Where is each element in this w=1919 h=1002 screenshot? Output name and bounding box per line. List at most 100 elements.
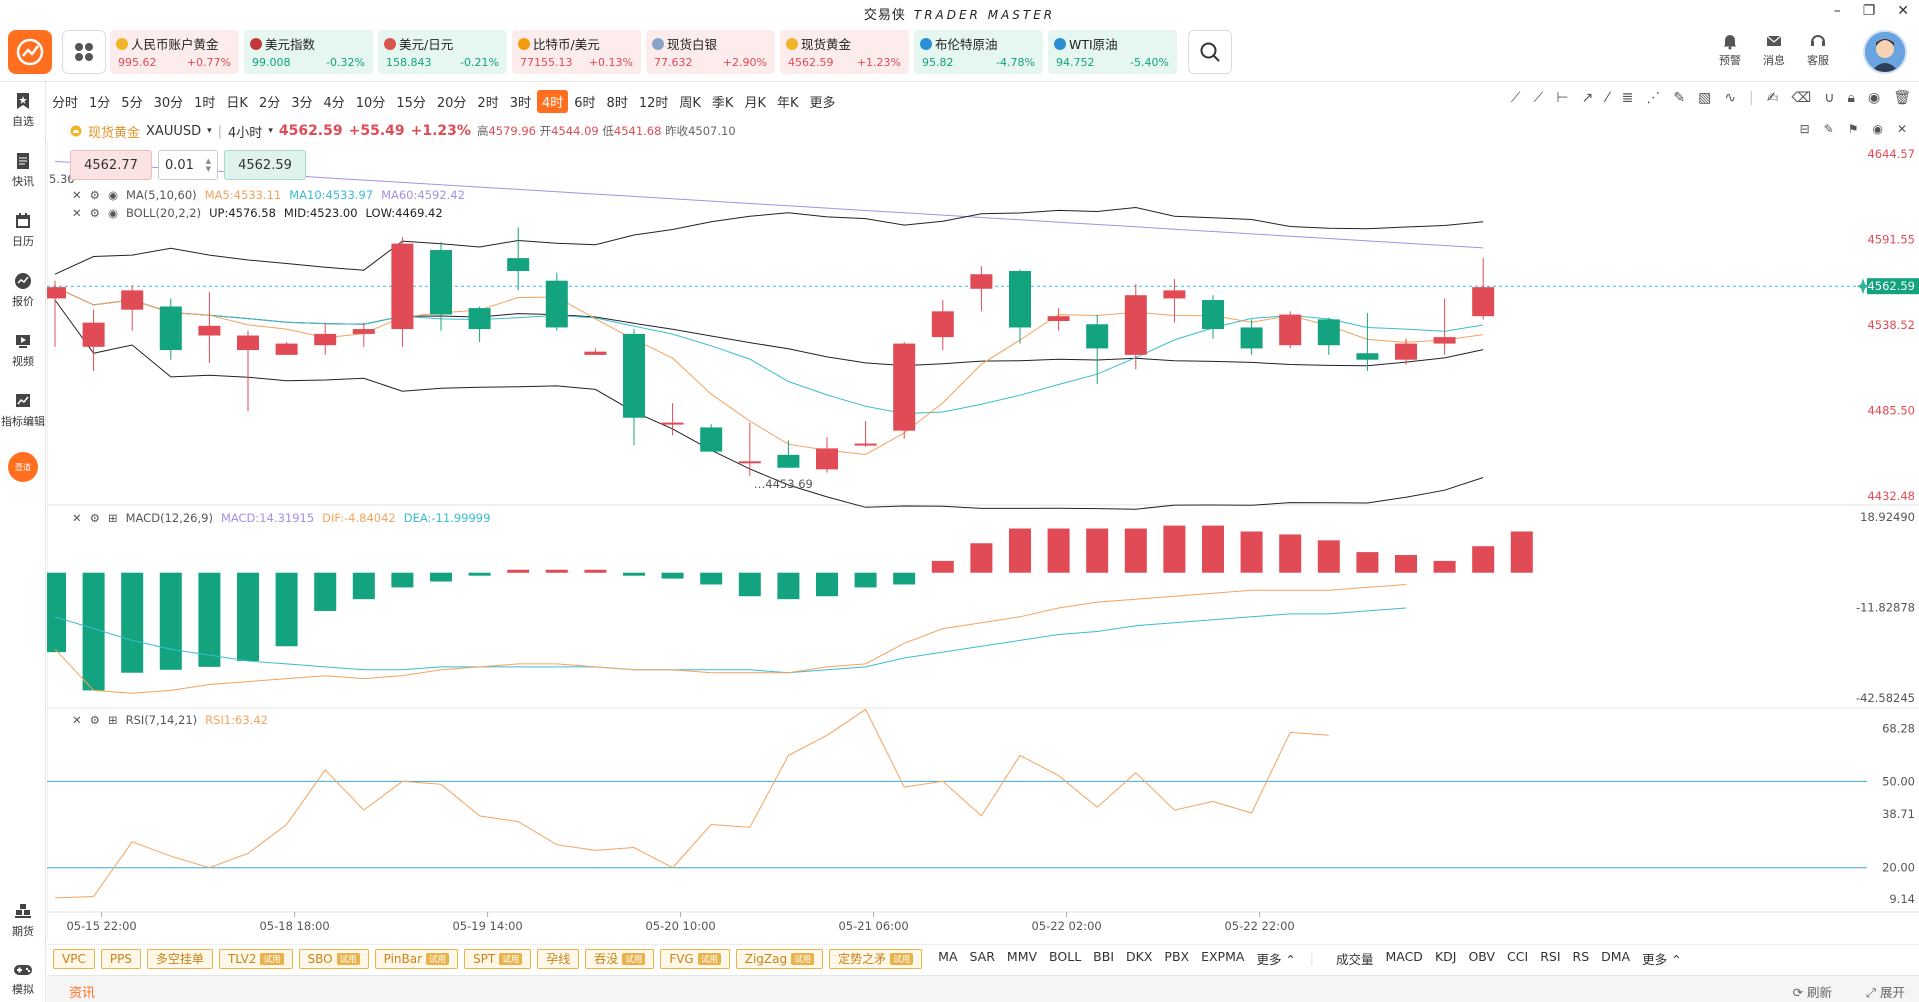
eye-icon[interactable]: ◉ — [1868, 90, 1881, 106]
timeframe-tab[interactable]: 4分 — [323, 95, 345, 111]
quote-card[interactable]: WTI原油 94.752 -5.40% — [1048, 30, 1177, 74]
refresh-button[interactable]: ⟳ 刷新 — [1792, 985, 1833, 1000]
sub-indicator-item[interactable]: KDJ — [1434, 949, 1457, 964]
timeframe-tab[interactable]: 10分 — [355, 95, 386, 111]
gann-fan-icon[interactable]: ⋰ — [1646, 90, 1661, 106]
restore-icon[interactable]: ❐ — [1862, 3, 1876, 19]
stepper-arrows-icon[interactable]: ▲ ▼ — [205, 157, 211, 173]
indicator-chip[interactable]: 定势之矛 试用 — [829, 948, 923, 969]
timeframe-tab[interactable]: 8时 — [606, 95, 628, 111]
sub-indicator-item[interactable]: MACD — [1385, 949, 1423, 964]
eraser-icon[interactable]: ⌫ — [1791, 90, 1812, 106]
timeframe-tab[interactable]: 分时 — [52, 95, 79, 111]
expand-icon[interactable]: ⊞ — [107, 713, 118, 727]
quote-card[interactable]: 现货白银 77.632 +2.90% — [646, 30, 775, 74]
sub-indicator-item[interactable]: DMA — [1601, 949, 1631, 964]
support-button[interactable]: 客服 — [1807, 32, 1829, 68]
image-icon[interactable]: ▧ — [1698, 90, 1712, 106]
sidebar-item-video[interactable]: 视频 — [0, 332, 46, 369]
sidebar-item-quotes[interactable]: 报价 — [0, 272, 46, 309]
fibonacci-icon[interactable]: ≣ — [1621, 90, 1634, 106]
horizontal-line-icon[interactable]: ⊢ — [1556, 90, 1569, 106]
indicator-chip[interactable]: 吞没 试用 — [585, 948, 655, 969]
sell-price-box[interactable]: 4562.77 — [70, 150, 152, 180]
sidebar-item-flash[interactable]: 快讯 — [0, 152, 46, 189]
sidebar-item-watchlist[interactable]: 自选 — [0, 92, 46, 129]
main-indicator-item[interactable]: SAR — [969, 949, 995, 964]
extended-line-icon[interactable]: ⟋ — [1533, 90, 1544, 106]
flag-icon[interactable]: ⚑ — [1847, 122, 1859, 136]
indicator-chip[interactable]: TLV2 试用 — [218, 948, 293, 969]
timeframe-tab[interactable]: 3分 — [291, 95, 313, 111]
main-indicator-item[interactable]: EXPMA — [1201, 949, 1245, 964]
period-select[interactable]: 4小时 — [228, 125, 263, 141]
buy-price-box[interactable]: 4562.59 — [224, 150, 306, 180]
indicator-chip[interactable]: FVG 试用 — [660, 948, 730, 969]
quote-card[interactable]: 美元/日元 158.843 -0.21% — [378, 30, 507, 74]
sidebar-item-simulate[interactable]: 模拟 — [0, 960, 46, 997]
edit-icon[interactable]: ✍ — [1766, 90, 1779, 106]
user-avatar[interactable] — [1863, 30, 1907, 74]
eye-icon[interactable]: ◉ — [107, 188, 118, 202]
trash-icon[interactable]: 🗑︎ — [1893, 90, 1911, 106]
indicator-chip[interactable]: ZigZag 试用 — [735, 948, 824, 969]
minimize-icon[interactable]: – — [1833, 3, 1841, 19]
timeframe-tab[interactable]: 周K — [679, 95, 701, 111]
apps-grid-button[interactable] — [62, 30, 106, 74]
quantity-stepper[interactable]: 0.01 ▲ ▼ — [158, 150, 218, 180]
settings-icon[interactable]: ⚙ — [89, 511, 100, 525]
timeframe-tab[interactable]: 1时 — [194, 95, 216, 111]
main-indicator-item[interactable]: MA — [938, 949, 958, 964]
timeframe-tab[interactable]: 更多 — [809, 95, 836, 111]
sub-indicator-item[interactable]: 成交量 — [1335, 952, 1374, 967]
quote-card[interactable]: 现货黄金 4562.59 +1.23% — [780, 30, 909, 74]
sidebar-item-yidao[interactable]: 壹道 — [0, 452, 46, 482]
symbol-name[interactable]: 现货黄金 — [88, 125, 141, 141]
timeframe-tab[interactable]: 4时 — [536, 89, 569, 113]
timeframe-tab[interactable]: 1分 — [89, 95, 111, 111]
chart-area[interactable]: 4644.57 4591.55 4538.52 4485.50 4432.48 5.36 4… — [47, 140, 1919, 940]
timeframe-tab[interactable]: 12时 — [638, 95, 669, 111]
lock-icon[interactable]: 🔒︎ — [1847, 90, 1855, 106]
sub-indicator-item[interactable]: 更多 ⌃ — [1642, 952, 1682, 967]
symbol-dropdown-icon[interactable]: ▾ — [207, 126, 212, 136]
timeframe-tab[interactable]: 5分 — [121, 95, 143, 111]
timeframe-tab[interactable]: 15分 — [396, 95, 426, 111]
expand-icon[interactable]: ⊞ — [107, 511, 118, 525]
settings-icon[interactable]: ⚙ — [89, 206, 100, 220]
main-indicator-item[interactable]: MMV — [1006, 949, 1038, 964]
main-indicator-item[interactable]: BOLL — [1049, 949, 1082, 964]
pencil-icon[interactable]: ✎ — [1673, 90, 1686, 106]
sidebar-item-futures[interactable]: 期货 — [0, 902, 46, 939]
sidebar-item-indicator-edit[interactable]: 指标编辑 — [0, 392, 46, 429]
sub-indicator-item[interactable]: CCI — [1507, 949, 1529, 964]
indicator-chip[interactable]: 多空挂单 — [146, 948, 213, 969]
app-logo[interactable] — [8, 30, 52, 74]
sub-indicator-item[interactable]: OBV — [1468, 949, 1496, 964]
period-dropdown-icon[interactable]: ▾ — [268, 126, 273, 136]
close-icon[interactable]: ✕ — [72, 188, 82, 202]
sub-indicator-item[interactable]: RS — [1572, 949, 1590, 964]
timeframe-tab[interactable]: 月K — [744, 95, 766, 111]
quote-card[interactable]: 布伦特原油 95.82 -4.78% — [914, 30, 1043, 74]
timeframe-tab[interactable]: 20分 — [436, 95, 467, 111]
main-indicator-item[interactable]: DKX — [1126, 949, 1153, 964]
news-label[interactable]: 资讯 — [69, 986, 96, 1001]
timeframe-tab[interactable]: 2分 — [258, 95, 281, 111]
timeframe-tab[interactable]: 6时 — [574, 95, 596, 111]
quote-card[interactable]: 美元指数 99.008 -0.32% — [244, 30, 373, 74]
settings-icon[interactable]: ⚙ — [89, 713, 100, 727]
chart-close-icon[interactable]: ✕ — [1896, 122, 1907, 136]
timeframe-tab[interactable]: 3时 — [509, 95, 531, 111]
main-indicator-item[interactable]: BBI — [1093, 949, 1115, 964]
symbol-code[interactable]: XAUUSD — [146, 123, 202, 139]
ray-tool-icon[interactable]: ⟋ — [1510, 90, 1521, 106]
timeframe-tab[interactable]: 季K — [711, 95, 734, 111]
message-button[interactable]: 消息 — [1763, 32, 1785, 68]
timeframe-tab[interactable]: 日K — [226, 95, 248, 111]
quote-card[interactable]: 人民币账户黄金 995.62 +0.77% — [110, 30, 239, 74]
indicator-chip[interactable]: PPS — [100, 948, 141, 969]
trend-line-icon[interactable]: ↗ — [1581, 90, 1594, 106]
indicator-chip[interactable]: SPT 试用 — [464, 948, 532, 969]
close-icon[interactable]: ✕ — [72, 206, 82, 220]
